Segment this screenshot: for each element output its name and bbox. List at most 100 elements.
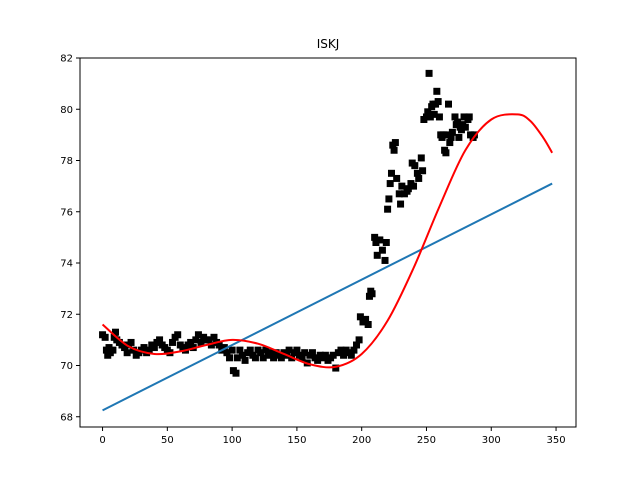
scatter-point xyxy=(413,169,421,177)
scatter-point xyxy=(121,344,129,352)
scatter-point xyxy=(465,113,473,121)
scatter-point xyxy=(226,354,234,362)
scatter-point xyxy=(395,190,403,198)
scatter-point xyxy=(298,354,306,362)
scatter-point xyxy=(391,139,399,147)
linear-fit-line xyxy=(102,182,553,412)
scatter-point xyxy=(419,167,427,175)
scatter-point xyxy=(285,346,293,354)
y-tick-label: 68 xyxy=(60,412,73,423)
scatter-point xyxy=(246,346,254,354)
scatter-point xyxy=(192,336,200,344)
scatter-point xyxy=(448,128,456,136)
y-tick-label: 72 xyxy=(60,310,73,321)
y-tick-label: 80 xyxy=(60,105,73,116)
scatter-point xyxy=(228,346,236,354)
scatter-point xyxy=(460,113,468,121)
scatter-point xyxy=(267,349,275,357)
scatter-point xyxy=(439,131,447,139)
scatter-point xyxy=(356,313,364,321)
scatter-point xyxy=(398,182,406,190)
curve-fit-line xyxy=(101,113,554,369)
scatter-point xyxy=(376,236,384,244)
scatter-point xyxy=(150,344,158,352)
scatter-point xyxy=(140,344,148,352)
scatter-point xyxy=(470,131,478,139)
scatter-point xyxy=(257,349,265,357)
scatter-point xyxy=(210,333,218,341)
scatter-point xyxy=(207,341,215,349)
scatter-point xyxy=(236,346,244,354)
scatter-point xyxy=(371,233,379,241)
scatter-point xyxy=(197,338,205,346)
scatter-point xyxy=(451,113,459,121)
scatter-point xyxy=(105,344,113,352)
y-tick-label: 82 xyxy=(60,54,73,65)
scatter-point xyxy=(277,354,285,362)
axes-frame xyxy=(79,57,577,428)
scatter-point xyxy=(426,113,434,121)
scatter-point xyxy=(350,346,358,354)
scatter-point xyxy=(422,113,430,121)
x-tick-label: 200 xyxy=(352,435,371,446)
scatter-point xyxy=(382,239,390,246)
x-tick-label: 0 xyxy=(99,435,105,446)
y-tick-label: 74 xyxy=(60,259,73,270)
scatter-point xyxy=(101,333,109,341)
scatter-point xyxy=(368,290,376,298)
scatter-point xyxy=(232,369,240,377)
axis-ticks: 0 50 100 150 200 250 300 350 68 70 72 74 76 78 80 82 xyxy=(60,54,565,447)
scatter-point xyxy=(387,169,395,177)
scatter-point xyxy=(443,131,451,139)
scatter-point xyxy=(390,146,398,154)
scatter-point xyxy=(353,341,361,349)
x-tick-label: 300 xyxy=(482,435,501,446)
scatter-point xyxy=(233,354,241,362)
scatter-point xyxy=(123,349,131,357)
scatter-point xyxy=(417,154,425,162)
scatter-point xyxy=(145,346,153,354)
scatter-point xyxy=(455,133,463,141)
scatter-point xyxy=(308,349,316,357)
x-tick-label: 250 xyxy=(417,435,436,446)
scatter-point xyxy=(314,356,322,364)
scatter-point xyxy=(215,341,223,349)
scatter-point xyxy=(262,346,270,354)
scatter-point xyxy=(445,100,452,108)
scatter-point xyxy=(238,351,246,359)
x-tick-label: 350 xyxy=(546,435,565,446)
scatter-point xyxy=(220,344,228,352)
scatter-point xyxy=(415,174,423,182)
scatter-point xyxy=(442,149,450,157)
scatter-point xyxy=(321,351,329,359)
x-tick-label: 50 xyxy=(161,435,174,446)
chart-title: ISKJ xyxy=(317,37,340,51)
scatter-point xyxy=(404,185,412,193)
scatter-point xyxy=(112,328,119,336)
x-tick-label: 150 xyxy=(287,435,306,446)
scatter-point xyxy=(241,356,249,364)
scatter-point xyxy=(378,246,386,254)
scatter-point xyxy=(301,349,309,357)
scatter-point xyxy=(430,110,438,118)
scatter-point xyxy=(381,256,389,264)
scatter-point xyxy=(362,315,370,323)
x-tick-label: 100 xyxy=(223,435,242,446)
scatter-point xyxy=(194,331,202,339)
scatter-point xyxy=(364,321,372,328)
scatter-point xyxy=(355,336,363,344)
scatter-point xyxy=(169,338,177,346)
scatter-point xyxy=(461,123,469,131)
scatter-point xyxy=(386,180,394,188)
scatter-point xyxy=(385,195,393,203)
scatter-point xyxy=(223,349,231,357)
scatter-point xyxy=(397,200,405,208)
scatter-point xyxy=(329,351,337,359)
scatter-point xyxy=(446,139,454,147)
scatter-point xyxy=(425,69,433,77)
scatter-point xyxy=(411,162,419,170)
scatter-point xyxy=(332,364,340,372)
scatter-point xyxy=(205,336,213,344)
